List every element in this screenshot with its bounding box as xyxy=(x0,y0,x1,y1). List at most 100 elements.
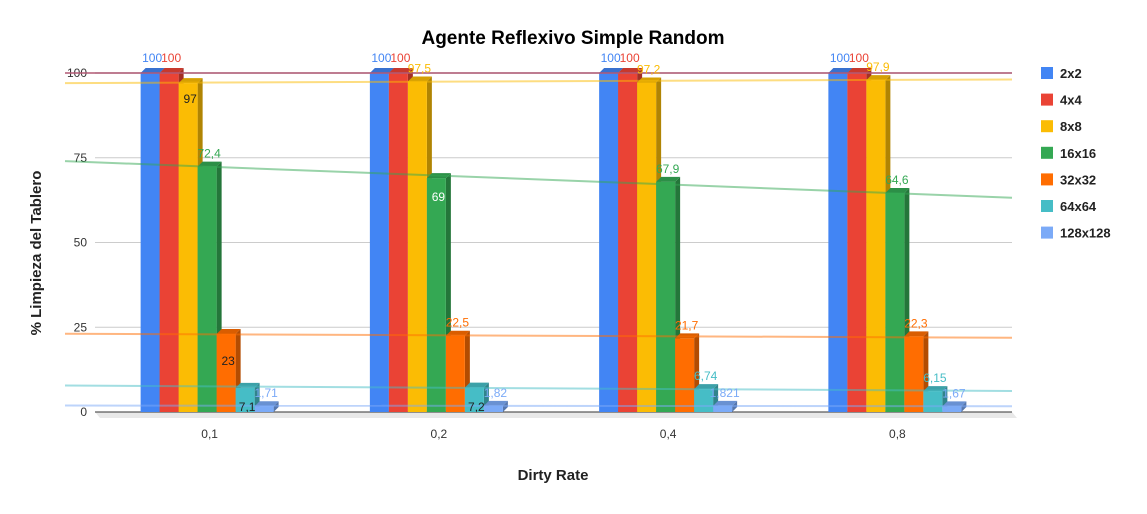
bar-top xyxy=(369,68,394,73)
y-tick-label: 0 xyxy=(80,405,87,419)
bar-top xyxy=(847,68,872,73)
legend-swatch xyxy=(1041,200,1053,212)
bar xyxy=(713,405,733,412)
trendline xyxy=(64,78,1013,85)
x-tick-label: 0,1 xyxy=(201,427,218,441)
bar-top xyxy=(885,188,910,194)
legend-swatch xyxy=(1041,146,1053,159)
data-label: 100 xyxy=(161,51,181,65)
data-label: 22,3 xyxy=(904,316,928,330)
legend-label: 8x8 xyxy=(1060,119,1082,134)
bar xyxy=(407,81,427,412)
data-label: 1,821 xyxy=(710,386,740,400)
x-tick-label: 0,8 xyxy=(889,427,906,441)
legend-label: 64x64 xyxy=(1060,199,1097,214)
bar-top xyxy=(483,400,508,406)
data-label: 7,2 xyxy=(468,400,485,414)
bar-top xyxy=(140,68,165,73)
y-axis-label: % Limpieza del Tablero xyxy=(28,171,45,336)
data-label: 67,9 xyxy=(656,162,680,176)
bar xyxy=(828,73,848,412)
bar xyxy=(637,82,657,412)
bar-top xyxy=(464,382,489,388)
bar-top xyxy=(942,401,967,407)
data-label: 6,74 xyxy=(694,369,718,383)
data-label: 97 xyxy=(183,92,197,106)
bar-top xyxy=(159,68,184,73)
bar-top xyxy=(388,68,413,73)
data-label: 100 xyxy=(601,51,621,65)
bar-top xyxy=(656,176,681,182)
bar xyxy=(369,73,389,412)
bar-top xyxy=(904,331,929,337)
bar xyxy=(426,178,446,412)
bar xyxy=(885,193,905,412)
trendline xyxy=(64,332,1013,339)
data-label: 22,5 xyxy=(446,316,470,330)
bar xyxy=(847,73,867,412)
bar-top xyxy=(407,76,432,82)
trendline xyxy=(64,404,1013,408)
bar xyxy=(618,73,638,412)
bar xyxy=(159,73,179,412)
bar xyxy=(216,334,236,412)
data-label: 1,67 xyxy=(942,386,966,400)
bar xyxy=(254,406,274,412)
bar-top xyxy=(713,400,738,406)
bar xyxy=(656,181,676,412)
x-tick-label: 0,4 xyxy=(660,427,677,441)
x-axis-label: Dirty Rate xyxy=(518,467,589,484)
y-tick-label: 50 xyxy=(74,236,88,250)
bar-top xyxy=(216,329,241,335)
bar-top xyxy=(618,68,643,73)
trendline xyxy=(64,384,1013,392)
legend-swatch xyxy=(1041,93,1053,106)
legend: 2x2 4x4 8x8 16x16 32x32 64x64 128x128 xyxy=(1041,66,1111,241)
bar xyxy=(904,336,924,412)
legend-label: 32x32 xyxy=(1060,172,1096,187)
bar xyxy=(445,335,465,412)
legend-label: 2x2 xyxy=(1060,66,1082,81)
data-label: 97,9 xyxy=(866,60,890,74)
data-label: 1,71 xyxy=(254,386,278,400)
data-label: 100 xyxy=(390,51,410,65)
bar xyxy=(866,80,886,412)
bar-top xyxy=(599,68,624,73)
x-tick-label: 0,2 xyxy=(431,427,448,441)
bar xyxy=(675,338,695,412)
data-label: 7,1 xyxy=(239,400,256,414)
bar xyxy=(388,73,408,412)
bar-top xyxy=(694,384,719,390)
data-label: 23 xyxy=(221,354,235,368)
legend-label: 128x128 xyxy=(1060,226,1111,241)
chart-title: Agente Reflexivo Simple Random xyxy=(421,28,724,49)
data-label: 100 xyxy=(849,51,869,65)
plot-area: 02550751001001009772,4237,11,7110010097,… xyxy=(64,51,1017,441)
bar xyxy=(599,73,619,412)
data-label: 72,4 xyxy=(197,147,221,161)
legend-swatch xyxy=(1041,120,1053,133)
legend-label: 4x4 xyxy=(1060,93,1082,108)
floor xyxy=(95,412,1017,418)
data-label: 100 xyxy=(371,51,391,65)
data-label: 64,6 xyxy=(885,173,909,187)
bar xyxy=(483,405,503,412)
data-label: 100 xyxy=(620,51,640,65)
bar-top xyxy=(866,75,891,81)
data-label: 21,7 xyxy=(675,318,699,332)
data-label: 1,82 xyxy=(484,386,508,400)
data-label: 100 xyxy=(142,51,162,65)
bar xyxy=(197,166,217,412)
data-label: 97,5 xyxy=(408,61,432,75)
bar-top xyxy=(197,161,222,167)
data-label: 6,15 xyxy=(923,371,947,385)
trendline xyxy=(64,160,1013,199)
legend-swatch xyxy=(1041,67,1053,79)
y-tick-label: 25 xyxy=(74,320,88,334)
bar xyxy=(178,83,198,413)
bar xyxy=(923,391,943,412)
data-label: 69 xyxy=(432,190,446,204)
legend-label: 16x16 xyxy=(1060,146,1096,161)
